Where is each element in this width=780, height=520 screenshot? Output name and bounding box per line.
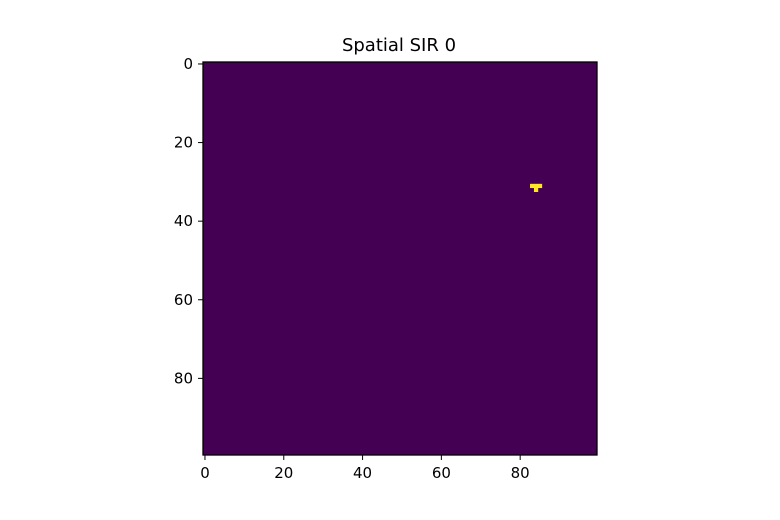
y-axis: 0 20 40 60 80	[174, 55, 203, 387]
x-tick-label: 40	[353, 464, 372, 482]
heatmap-cell	[537, 183, 543, 189]
heatmap-cell	[533, 183, 539, 189]
x-tick-label: 20	[274, 464, 293, 482]
y-tick-label: 60	[174, 291, 193, 309]
x-tick-label: 60	[432, 464, 451, 482]
heatmap-background	[203, 62, 597, 455]
y-tick-label: 0	[183, 55, 193, 73]
heatmap-cell	[533, 187, 539, 192]
heatmap-cell	[530, 183, 535, 189]
x-tick-label: 0	[200, 464, 210, 482]
x-tick-label: 80	[511, 464, 530, 482]
y-tick-label: 40	[174, 212, 193, 230]
plot-area	[202, 61, 598, 456]
plot-frame	[202, 61, 598, 456]
y-tick-label: 80	[174, 369, 193, 387]
x-axis: 0 20 40 60 80	[200, 455, 530, 482]
y-tick-label: 20	[174, 134, 193, 152]
chart-title: Spatial SIR 0	[342, 35, 456, 56]
